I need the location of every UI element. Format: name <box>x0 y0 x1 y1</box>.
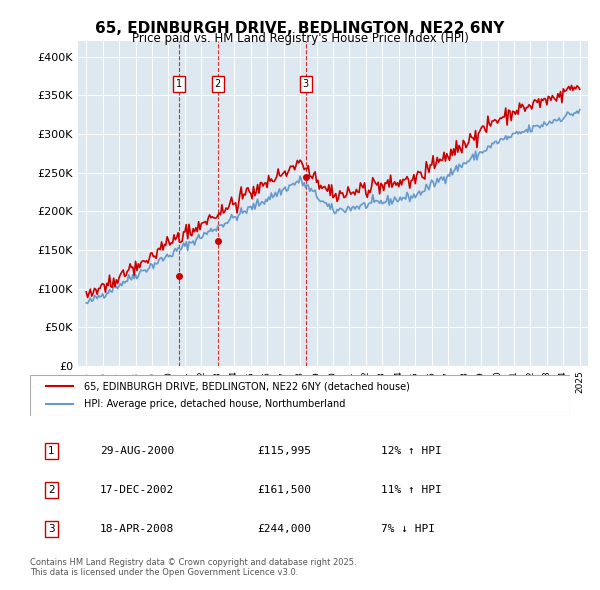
Text: 2: 2 <box>48 485 55 494</box>
Text: HPI: Average price, detached house, Northumberland: HPI: Average price, detached house, Nort… <box>84 399 346 409</box>
Text: £244,000: £244,000 <box>257 524 311 533</box>
FancyBboxPatch shape <box>30 375 570 416</box>
Text: 3: 3 <box>302 79 308 88</box>
Text: 11% ↑ HPI: 11% ↑ HPI <box>381 485 442 494</box>
Text: Price paid vs. HM Land Registry's House Price Index (HPI): Price paid vs. HM Land Registry's House … <box>131 32 469 45</box>
Text: 1: 1 <box>48 446 55 455</box>
Text: 17-DEC-2002: 17-DEC-2002 <box>100 485 175 494</box>
Text: 65, EDINBURGH DRIVE, BEDLINGTON, NE22 6NY (detached house): 65, EDINBURGH DRIVE, BEDLINGTON, NE22 6N… <box>84 381 410 391</box>
Text: Contains HM Land Registry data © Crown copyright and database right 2025.
This d: Contains HM Land Registry data © Crown c… <box>30 558 356 577</box>
Text: £115,995: £115,995 <box>257 446 311 455</box>
Text: 12% ↑ HPI: 12% ↑ HPI <box>381 446 442 455</box>
Text: 18-APR-2008: 18-APR-2008 <box>100 524 175 533</box>
Text: 65, EDINBURGH DRIVE, BEDLINGTON, NE22 6NY: 65, EDINBURGH DRIVE, BEDLINGTON, NE22 6N… <box>95 21 505 35</box>
Text: £161,500: £161,500 <box>257 485 311 494</box>
Text: 3: 3 <box>48 524 55 533</box>
Text: 7% ↓ HPI: 7% ↓ HPI <box>381 524 435 533</box>
Text: 1: 1 <box>176 79 182 88</box>
Text: 2: 2 <box>215 79 221 88</box>
Text: 29-AUG-2000: 29-AUG-2000 <box>100 446 175 455</box>
